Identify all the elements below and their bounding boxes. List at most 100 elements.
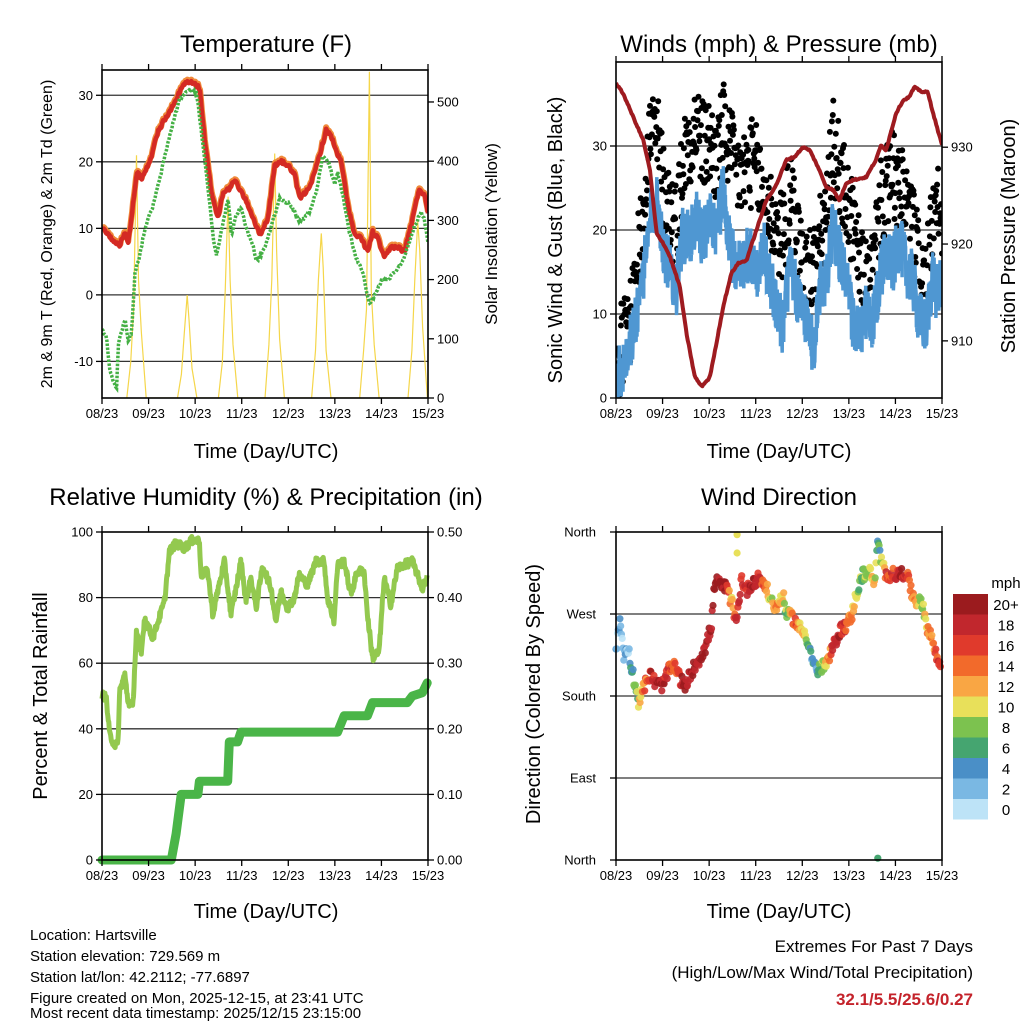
humidity-y-axis-label: Percent & Total Rainfall [30,592,52,800]
x-tick-label: 10/23 [179,406,212,421]
direction-point [738,572,746,580]
gust-point [938,201,942,208]
legend-label: 10 [998,700,1015,717]
gust-point [696,138,703,145]
gust-point [678,141,684,147]
gust-point [775,230,782,237]
gust-point [926,241,933,248]
gust-point [759,183,765,190]
direction-point [763,580,772,588]
gust-point [786,220,793,227]
y2-tick-label: 910 [951,333,973,348]
x-tick-label: 11/23 [226,868,258,883]
x-tick-label: 09/23 [646,406,679,421]
x-tick-label: 12/23 [272,868,305,883]
gust-point [922,245,929,252]
y-tick-label: 10 [593,307,607,322]
gust-point [767,173,774,180]
y-tick-label: 0 [86,287,93,302]
gust-point [751,155,758,162]
x-tick-label: 09/23 [132,868,165,883]
y-tick-label: 100 [71,525,93,540]
gust-point [628,303,634,310]
gust-point [775,214,781,221]
gust-point [685,119,692,126]
gust-point [872,245,879,252]
axes-layer: 08/23 09/23 10/23 11/23 12/23 13/23 14/23 15/23… [71,56,973,883]
gust-point [846,233,853,240]
legend-label: 20+ [993,597,1019,614]
direction-point [616,615,624,623]
gust-point [809,253,815,260]
x-tick-label: 12/23 [786,406,819,421]
gust-point [891,216,898,222]
gust-point [745,146,752,153]
gust-point [694,117,701,124]
gust-point [738,203,745,210]
gust-point [681,115,688,122]
x-tick-label: 13/23 [319,868,352,883]
direction-point [842,627,850,635]
direction-point [928,631,936,639]
y2-tick-label: 500 [437,94,459,109]
x-tick-label: 11/23 [740,868,772,883]
gust-point [790,187,797,194]
gust-point [915,217,922,224]
gust-point [617,322,624,329]
gust-point [840,165,847,172]
gust-point [644,187,650,194]
gust-point [933,187,940,194]
y2-tick-label: 0.10 [437,787,462,802]
gust-point [719,154,726,161]
gust-point [913,206,920,213]
gust-point [867,276,874,283]
gust-point [787,197,794,204]
gust-point [785,237,792,244]
direction-point [822,662,830,670]
direction-point [620,656,628,664]
gust-point [702,107,709,114]
gust-point [720,81,727,88]
y2-tick-label: 930 [951,140,973,155]
gust-point [718,112,725,118]
gust-point [647,151,654,158]
direction-chart-title: Wind Direction [701,484,857,511]
direction-point [936,663,945,671]
gust-point [731,161,738,168]
temperature-y-axis-label: 2m & 9m T (Red, Orange) & 2m Td (Green) [39,80,56,389]
direction-point [876,546,884,554]
gust-point [797,217,804,224]
gust-point [727,137,733,144]
pressure-line [616,82,942,389]
gust-point [740,151,747,158]
gust-point [826,128,833,135]
y-tick-label: East [570,771,596,786]
gust-point [842,223,848,230]
gust-point [746,187,753,194]
gust-point [755,159,762,166]
direction-point [871,574,879,582]
gust-point [903,168,910,175]
gust-point [935,230,942,237]
gust-point [937,210,942,217]
gust-point [624,296,631,303]
legend-swatch [953,614,988,635]
gust-point [671,188,678,195]
gust-point [724,177,731,184]
gust-point [773,224,780,231]
x-tick-label: 15/23 [926,406,959,421]
gust-point [697,122,704,129]
legend-label: 6 [1002,741,1010,758]
gust-point [654,156,661,163]
gust-point [859,229,865,236]
direction-point [663,675,671,683]
gust-point [849,184,856,191]
gust-point [799,230,806,237]
gust-point [654,135,661,142]
gust-point [854,266,861,272]
gust-point [730,126,737,133]
direction-point [629,666,637,674]
gust-point [703,158,710,165]
gust-point [896,189,903,196]
legend-swatch [953,696,988,717]
